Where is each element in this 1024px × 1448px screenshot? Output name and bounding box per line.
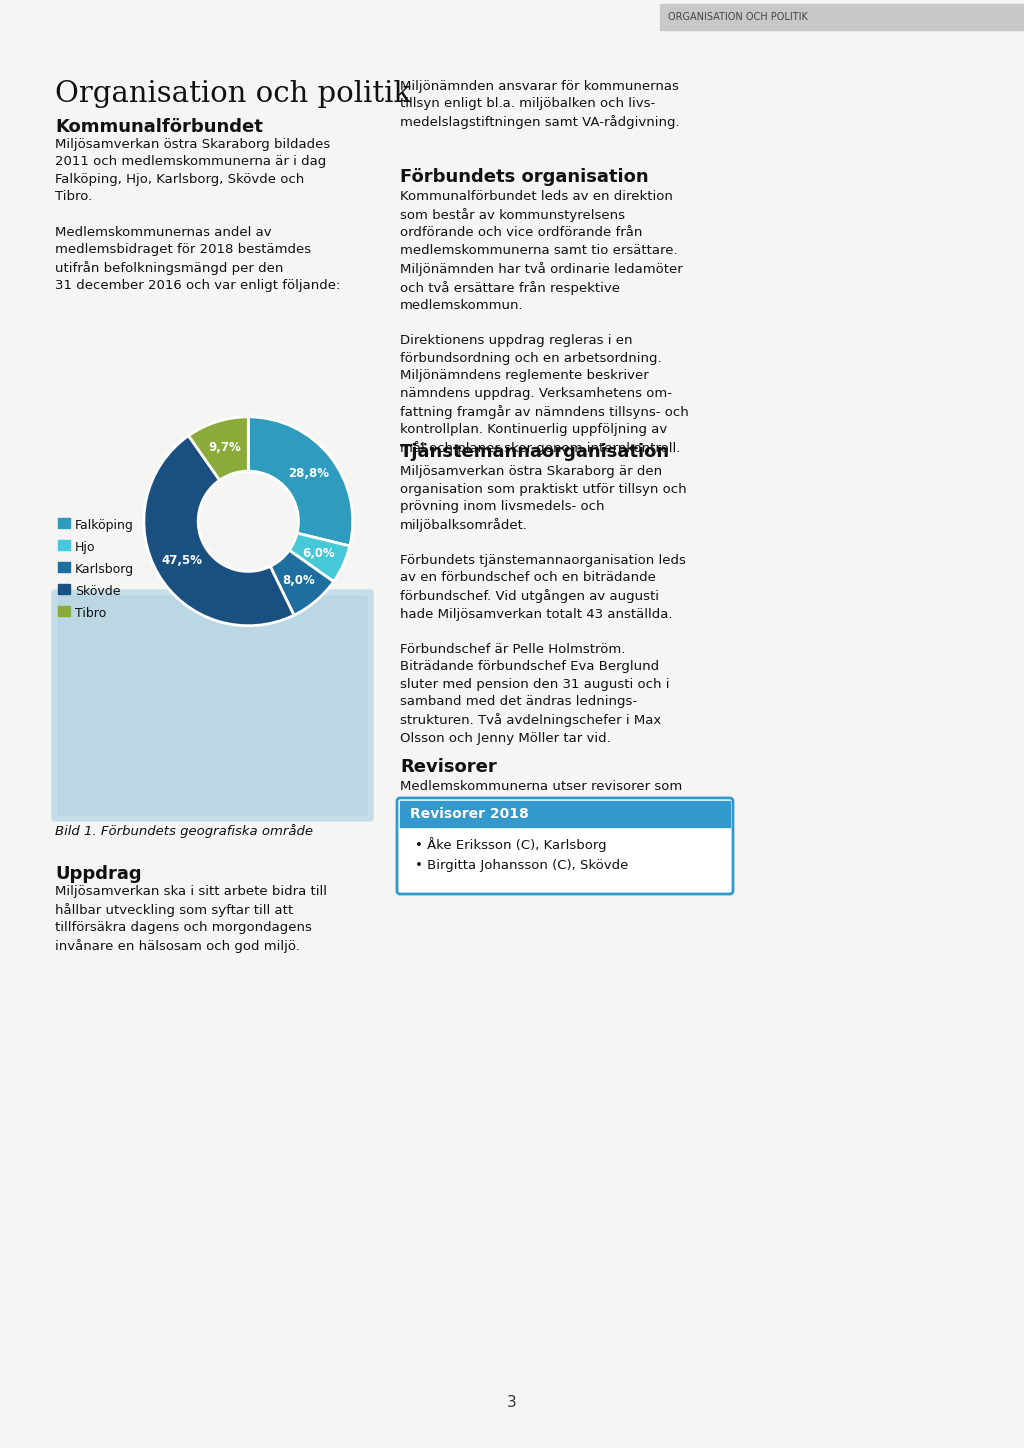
Text: 8,0%: 8,0%	[282, 573, 314, 586]
Text: Kommunalförbundet: Kommunalförbundet	[55, 117, 263, 136]
Text: Revisorer: Revisorer	[400, 757, 497, 776]
Text: Bild 1. Förbundets geografiska område: Bild 1. Förbundets geografiska område	[55, 824, 313, 838]
Text: Miljösamverkan ska i sitt arbete bidra till
hållbar utveckling som syftar till a: Miljösamverkan ska i sitt arbete bidra t…	[55, 885, 327, 953]
Text: 3: 3	[507, 1394, 517, 1410]
Text: Falköping: Falköping	[75, 518, 134, 531]
FancyBboxPatch shape	[397, 798, 733, 893]
Text: Tibro: Tibro	[75, 607, 106, 620]
Wedge shape	[270, 550, 334, 615]
Text: Miljösamverkan östra Skaraborg är den
organisation som praktiskt utför tillsyn o: Miljösamverkan östra Skaraborg är den or…	[400, 465, 687, 744]
FancyBboxPatch shape	[58, 597, 367, 815]
Text: Kommunalförbundet leds av en direktion
som består av kommunstyrelsens
ordförande: Kommunalförbundet leds av en direktion s…	[400, 190, 689, 455]
Text: Förbundets organisation: Förbundets organisation	[400, 168, 648, 185]
Wedge shape	[188, 417, 249, 481]
Text: 9,7%: 9,7%	[209, 442, 242, 455]
Bar	[58, 518, 70, 529]
Text: Uppdrag: Uppdrag	[55, 864, 141, 883]
Text: Medlemskommunerna utser revisorer som
granskar kommunalförbundets verksamhet.: Medlemskommunerna utser revisorer som gr…	[400, 780, 693, 811]
Text: Karlsborg: Karlsborg	[75, 563, 134, 576]
Text: 47,5%: 47,5%	[161, 555, 202, 568]
Text: ORGANISATION OCH POLITIK: ORGANISATION OCH POLITIK	[668, 12, 808, 22]
Text: 6,0%: 6,0%	[302, 547, 335, 560]
Bar	[660, 4, 1024, 30]
Bar	[58, 562, 70, 572]
Text: Miljönämnden ansvarar för kommunernas
tillsyn enligt bl.a. miljöbalken och livs-: Miljönämnden ansvarar för kommunernas ti…	[400, 80, 680, 129]
Wedge shape	[248, 417, 352, 546]
Text: 28,8%: 28,8%	[289, 468, 330, 481]
Bar	[58, 607, 70, 615]
Text: • Åke Eriksson (C), Karlsborg: • Åke Eriksson (C), Karlsborg	[415, 837, 606, 851]
FancyBboxPatch shape	[52, 589, 373, 821]
Wedge shape	[144, 436, 294, 626]
Text: Miljösamverkan östra Skaraborg bildades
2011 och medlemskommunerna är i dag
Falk: Miljösamverkan östra Skaraborg bildades …	[55, 138, 340, 292]
Bar	[400, 801, 730, 827]
Text: Skövde: Skövde	[75, 585, 121, 598]
Text: Revisorer 2018: Revisorer 2018	[410, 807, 528, 821]
Bar	[58, 584, 70, 594]
Text: • Birgitta Johansson (C), Skövde: • Birgitta Johansson (C), Skövde	[415, 859, 629, 872]
Text: Hjo: Hjo	[75, 542, 95, 555]
Bar	[58, 540, 70, 550]
Text: Tjänstemannaorganisation: Tjänstemannaorganisation	[400, 443, 670, 460]
Text: Organisation och politik: Organisation och politik	[55, 80, 411, 109]
Wedge shape	[289, 533, 350, 582]
